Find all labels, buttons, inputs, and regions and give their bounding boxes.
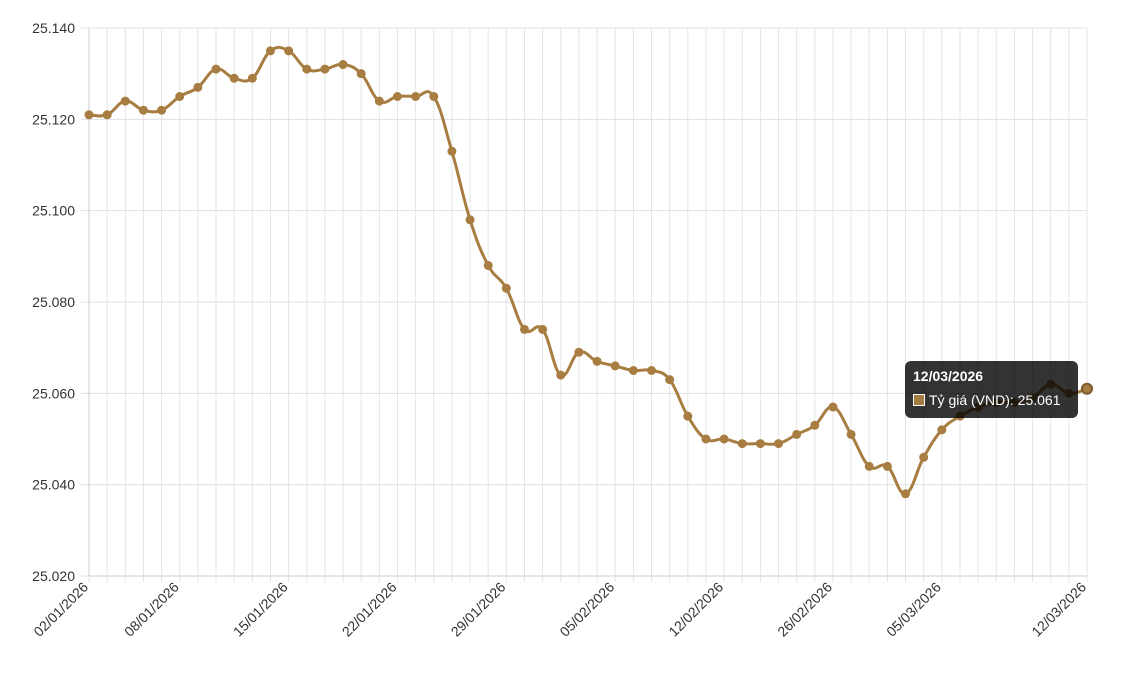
data-point [556,370,566,380]
data-point [719,434,729,444]
y-tick-label: 25.040 [32,477,75,493]
axes: 25.140 25.120 25.100 25.080 25.060 25.040 25.0… [30,20,1089,640]
series-line [88,45,1088,496]
data-point [647,366,657,375]
tooltip-row: Tỷ giá (VND): 25.061 [913,391,1070,409]
data-point [84,110,94,120]
data-point [628,366,638,375]
data-point [1081,382,1093,395]
x-tick-label: 12/03/2026 [1028,579,1089,640]
data-point [411,92,421,101]
data-point [356,69,366,79]
data-point [284,46,294,56]
data-point [465,215,475,225]
x-tick-label: 15/01/2026 [230,579,291,640]
data-point [574,347,584,357]
x-tick-label: 05/02/2026 [556,579,617,640]
x-tick-label: 29/01/2026 [448,579,509,640]
y-tick-label: 25.020 [32,568,75,584]
data-point [374,96,384,106]
series-points-layer [84,46,1093,499]
grid-lines [81,27,1088,582]
data-point [792,429,802,439]
data-point [102,110,112,120]
data-point [755,439,765,449]
data-point [683,411,693,421]
data-point [810,420,820,430]
data-point [483,260,493,270]
data-point [229,73,239,83]
data-point [538,324,548,334]
y-tick-label: 25.120 [32,111,75,127]
data-point [265,46,275,56]
data-point [701,434,711,444]
data-point [828,402,838,412]
data-point [882,461,892,471]
x-tick-label: 08/01/2026 [121,579,182,640]
x-tick-label: 02/01/2026 [30,579,91,640]
x-tick-label: 05/03/2026 [883,579,944,640]
y-tick-label: 25.100 [32,203,75,219]
data-point [774,439,784,449]
data-point [864,461,874,471]
data-point [665,375,675,385]
data-point [302,64,312,74]
data-point [338,60,348,70]
data-point [919,452,929,462]
data-point [320,64,330,74]
data-point [211,64,221,74]
data-point [937,425,947,435]
data-point [175,92,185,101]
x-tick-label: 22/01/2026 [339,579,400,640]
data-point [737,439,747,449]
data-point [193,82,203,92]
data-point [120,96,130,106]
data-point [447,146,457,156]
tooltip-color-swatch [913,394,925,406]
data-point [901,489,911,499]
data-point [519,324,529,334]
y-tick-label: 25.080 [32,294,75,310]
tooltip-label: Tỷ giá (VND): 25.061 [929,392,1061,408]
data-point [592,356,602,366]
data-point [247,73,257,83]
chart-tooltip: 12/03/2026 Tỷ giá (VND): 25.061 [905,361,1078,418]
x-tick-label: 26/02/2026 [774,579,835,640]
data-point [157,105,167,115]
y-tick-label: 25.140 [32,20,75,36]
data-point [846,429,856,439]
x-tick-label: 12/02/2026 [665,579,726,640]
data-point [392,92,402,101]
data-point [138,105,148,115]
data-point [501,283,511,293]
data-point [610,361,620,371]
tooltip-title: 12/03/2026 [913,368,984,384]
y-tick-label: 25.060 [32,385,75,401]
series-line-layer [88,45,1088,496]
data-point [429,92,439,101]
